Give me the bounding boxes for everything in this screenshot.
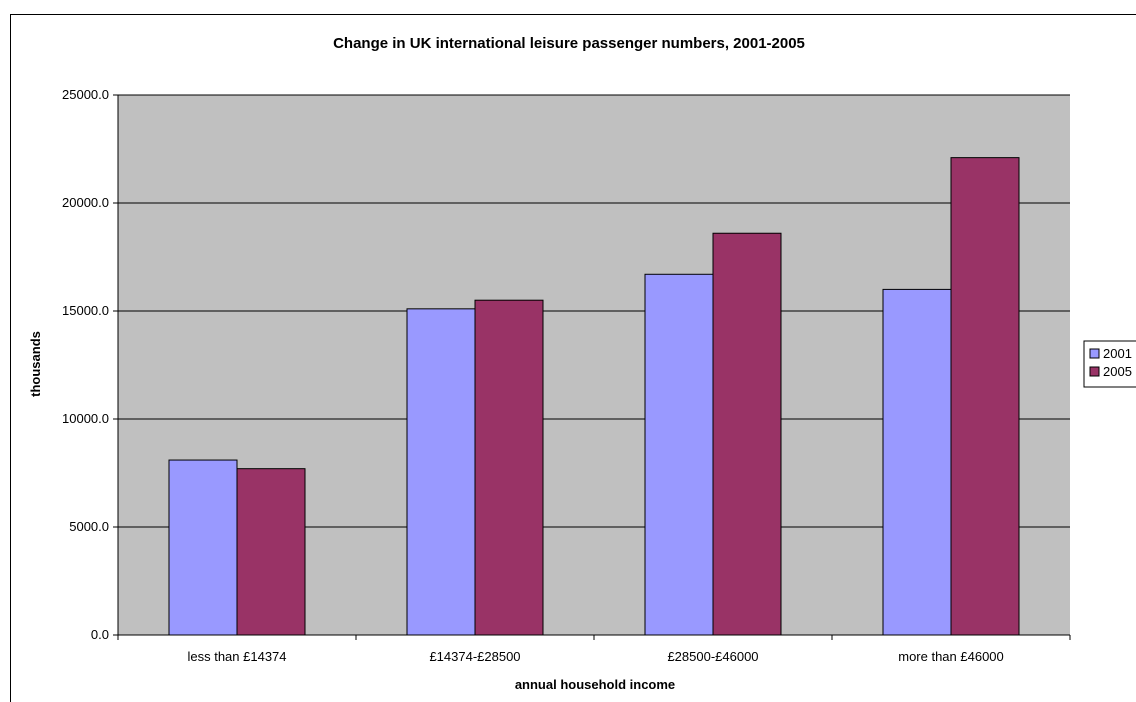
bar-2005-1 [236,468,306,636]
x-axis-title: annual household income [515,677,675,692]
y-tick-label: 5000.0 [69,519,109,534]
bar-2001-4 [882,288,952,636]
y-tick-label: 20000.0 [62,195,109,210]
plot-area: 0.0 5000.0 10000.0 15000.0 20000.0 25000.0 les… [62,87,1071,664]
legend-label-2005: 2005 [1103,364,1132,379]
bar-2001-3 [644,273,714,636]
y-tick-label: 15000.0 [62,303,109,318]
legend: 2001 2005 [1083,340,1136,388]
y-tick-label: 0.0 [91,627,109,642]
x-tick-label: less than £14374 [187,649,286,664]
legend-swatch-2005 [1089,366,1100,377]
legend-label-2001: 2001 [1103,346,1132,361]
legend-swatch-2001 [1089,348,1100,359]
x-tick-label: £14374-£28500 [429,649,520,664]
bar-2005-3 [712,232,782,636]
chart-title: Change in UK international leisure passe… [333,35,805,52]
x-tick-label: more than £46000 [898,649,1004,664]
bar-2005-2 [474,299,544,636]
bar-2001-2 [406,308,476,636]
y-tick-label: 25000.0 [62,87,109,102]
bar-2005-4 [950,157,1020,636]
y-tick-label: 10000.0 [62,411,109,426]
y-axis-title: thousands [28,331,43,397]
x-tick-label: £28500-£46000 [667,649,758,664]
chart-frame [10,14,1136,702]
bar-2001-1 [168,459,238,636]
